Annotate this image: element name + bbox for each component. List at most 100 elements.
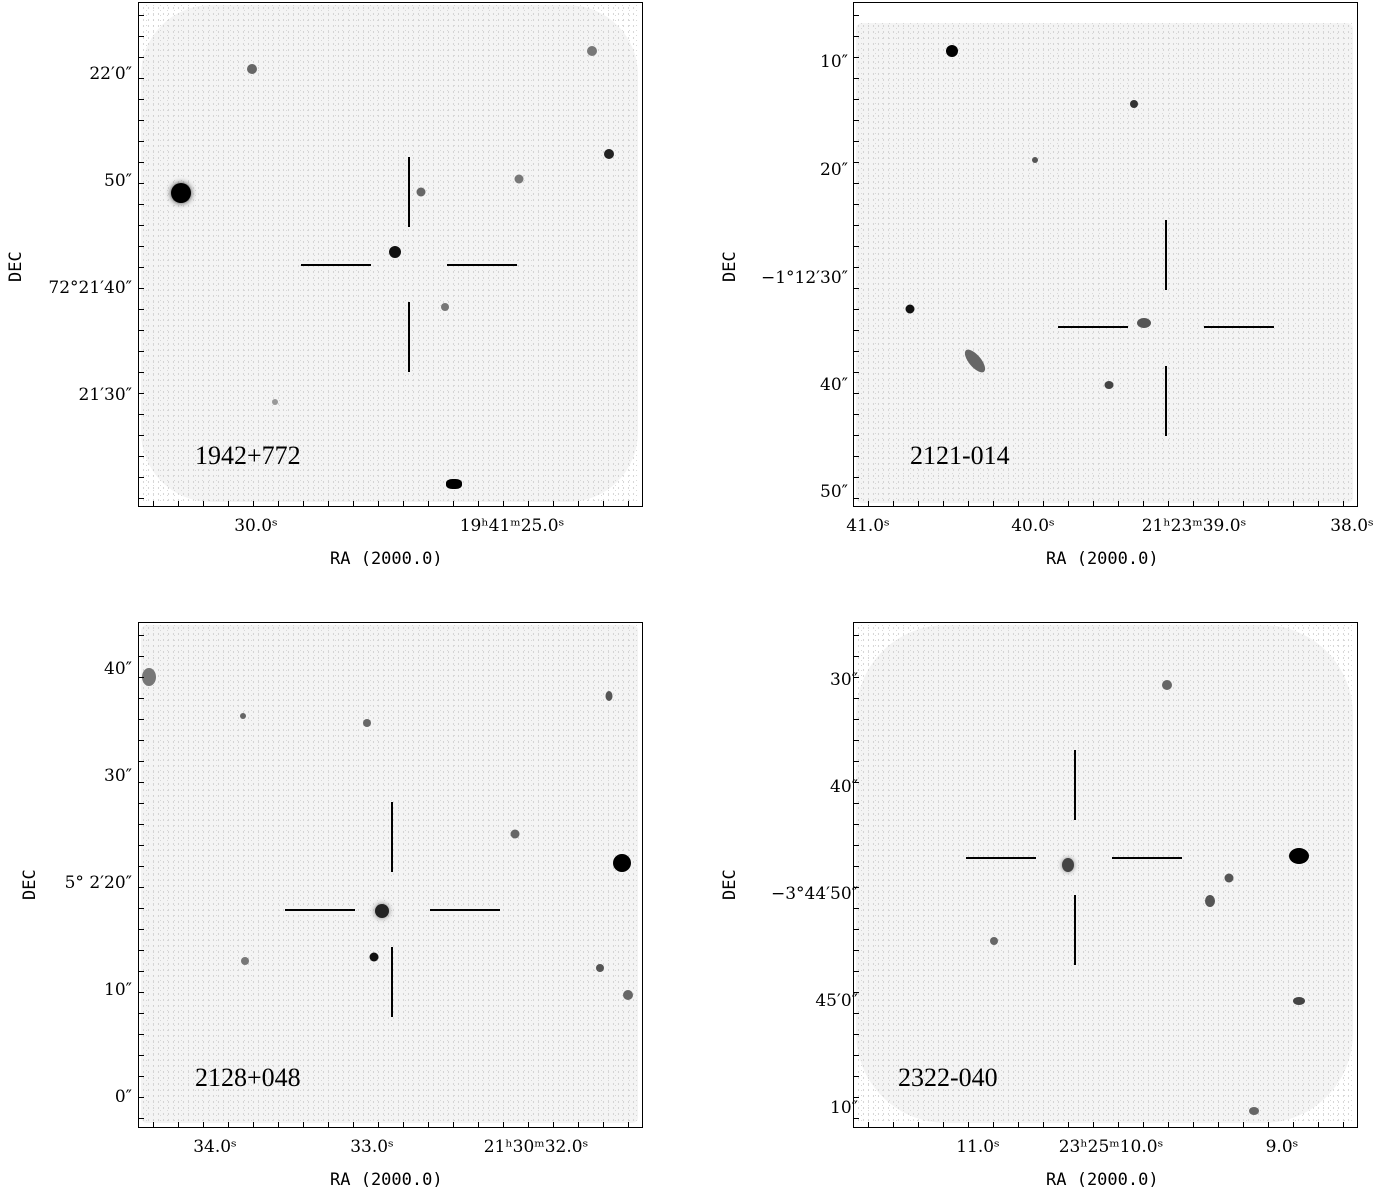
axis-tick [1143, 501, 1144, 506]
axis-tick [453, 501, 454, 506]
dec-tick-label: −1°12′30″ [760, 268, 848, 288]
axis-tick [139, 477, 144, 478]
sky-field [856, 625, 1353, 1123]
dec-tick-label: 10″ [820, 52, 848, 72]
crosshair-left [1058, 326, 1128, 328]
crosshair-right [1204, 326, 1274, 328]
axis-tick [854, 183, 859, 184]
axis-tick [139, 57, 144, 58]
axis-tick [153, 1122, 154, 1127]
axis-tick [1093, 1122, 1094, 1127]
axis-tick [854, 414, 859, 415]
ra-tick-label: 23ʰ25ᵐ10.0ˢ [1058, 1137, 1164, 1157]
axis-tick [553, 501, 554, 506]
star [272, 399, 278, 405]
axis-tick [139, 1055, 144, 1056]
axis-tick [139, 120, 144, 121]
axis-tick [578, 501, 579, 506]
axis-tick [854, 141, 859, 142]
axis-tick [854, 866, 859, 867]
star [946, 45, 958, 57]
axis-tick [203, 501, 204, 506]
star [1032, 157, 1038, 163]
axis-tick [139, 1076, 144, 1077]
axis-tick [1143, 1122, 1144, 1127]
ra-tick-label: 40.0ˢ [1011, 516, 1055, 536]
axis-tick [1168, 1122, 1169, 1127]
axis-tick [1193, 1122, 1194, 1127]
axis-tick [139, 1013, 144, 1014]
dec-tick-label: 21′30″ [78, 385, 132, 405]
axis-tick [139, 456, 144, 457]
axis-tick [918, 1122, 919, 1127]
star [1224, 873, 1234, 883]
axis-tick [628, 501, 629, 506]
star [604, 149, 614, 159]
star [990, 937, 998, 945]
star [416, 187, 426, 197]
axis-tick [854, 351, 859, 352]
axis-tick [139, 309, 144, 310]
axis-tick [1318, 1122, 1319, 1127]
axis-tick [503, 1122, 504, 1127]
axis-tick [854, 477, 859, 478]
axis-tick [139, 36, 144, 37]
axis-tick [968, 1122, 969, 1127]
panel-2128-048: 2128+048 40″ 30″ 5° 2′20″ 10″ 0″ DEC 34.… [20, 622, 643, 1190]
axis-tick [1018, 501, 1019, 506]
star [247, 64, 257, 74]
star [241, 957, 249, 965]
axis-tick [139, 656, 144, 657]
axis-tick [139, 824, 144, 825]
star [1130, 100, 1138, 108]
axis-tick [868, 501, 869, 506]
axis-tick [1068, 1122, 1069, 1127]
axis-tick [893, 1122, 894, 1127]
axis-tick [1293, 1122, 1294, 1127]
axis-tick [628, 1122, 629, 1127]
axis-tick [253, 501, 254, 506]
axis-tick [203, 1122, 204, 1127]
dec-tick-label: 20″ [820, 160, 848, 180]
axis-tick [854, 1034, 859, 1035]
axis-tick [528, 1122, 529, 1127]
crosshair-bottom [408, 302, 410, 372]
star [363, 719, 371, 727]
axis-tick [854, 782, 859, 783]
ra-tick-label: 9.0ˢ [1265, 1137, 1299, 1157]
axis-tick [854, 78, 859, 79]
image-frame: 2121-014 [853, 2, 1358, 507]
axis-tick [854, 36, 859, 37]
star [1162, 680, 1172, 690]
axis-tick [1343, 1122, 1344, 1127]
axis-tick [139, 992, 144, 993]
axis-tick [139, 183, 144, 184]
axis-tick [139, 866, 144, 867]
crosshair-left [285, 909, 355, 911]
axis-tick [854, 929, 859, 930]
crosshair-top [408, 157, 410, 227]
axis-tick [854, 1097, 859, 1098]
axis-tick [603, 1122, 604, 1127]
axis-tick [153, 501, 154, 506]
axis-tick [403, 501, 404, 506]
axis-tick [428, 501, 429, 506]
panel-2121-014: 2121-014 10″ 20″ −1°12′30″ 40″ 50″ DEC 4… [720, 2, 1374, 569]
axis-tick [278, 501, 279, 506]
axis-tick [854, 698, 859, 699]
axis-tick [854, 456, 859, 457]
axis-tick [854, 204, 859, 205]
image-frame: 1942+772 [138, 2, 643, 507]
dec-tick-label: 40″ [830, 777, 858, 797]
axis-tick [1118, 501, 1119, 506]
axis-tick [328, 1122, 329, 1127]
axis-tick [139, 677, 144, 678]
axis-tick [854, 887, 859, 888]
axis-tick [868, 1122, 869, 1127]
axis-tick [893, 501, 894, 506]
axis-tick [178, 501, 179, 506]
axis-tick [854, 1118, 859, 1119]
axis-tick [478, 501, 479, 506]
axis-tick [854, 1076, 859, 1077]
